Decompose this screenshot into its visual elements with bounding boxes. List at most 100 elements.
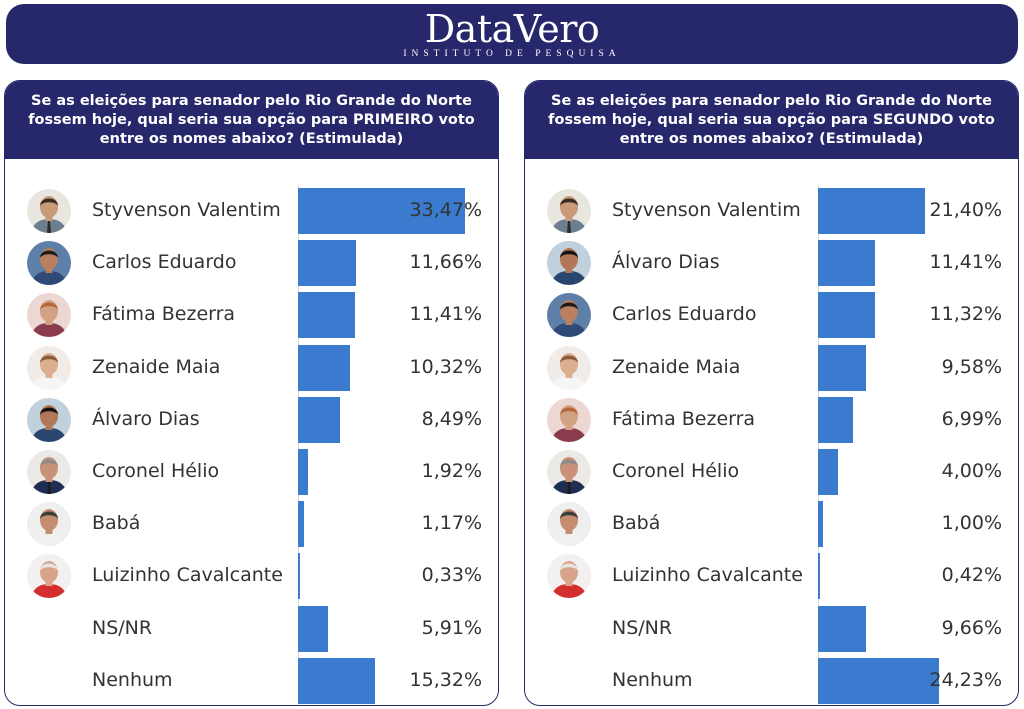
chart-row: Styvenson Valentim 21,40% <box>525 185 1018 237</box>
chart-row: Styvenson Valentim 33,47% <box>5 185 498 237</box>
chart-row: Carlos Eduardo 11,32% <box>525 289 1018 341</box>
category-label: Babá <box>92 512 141 535</box>
category-label: Fátima Bezerra <box>612 407 756 430</box>
bar-track: 9,66% <box>818 603 1018 655</box>
category-label: Styvenson Valentim <box>92 199 281 221</box>
brand-logo: DataVero <box>424 6 600 51</box>
chart-row: Luizinho Cavalcante 0,42% <box>525 550 1018 602</box>
candidate-photo <box>27 189 71 233</box>
bar <box>298 188 466 234</box>
chart-header: Se as eleições para senador pelo Rio Gra… <box>525 81 1018 159</box>
bar-track: 21,40% <box>818 185 1018 237</box>
chart-row: Babá 1,00% <box>525 498 1018 550</box>
candidate-photo <box>547 450 591 494</box>
chart-row: NS/NR 9,66% <box>525 603 1018 655</box>
data-label: 1,92% <box>421 460 482 482</box>
data-label: 11,32% <box>929 303 1002 326</box>
candidate-photo <box>547 241 591 286</box>
candidate-photo <box>27 554 71 599</box>
data-label: 1,17% <box>421 512 482 535</box>
bar-track: 8,49% <box>298 394 498 446</box>
bar <box>818 344 866 391</box>
data-label: 24,23% <box>929 668 1002 691</box>
chart-row: Carlos Eduardo 11,66% <box>5 237 498 289</box>
bar <box>298 240 357 287</box>
bar-track: 0,42% <box>818 550 1018 602</box>
category-label: Styvenson Valentim <box>612 199 801 221</box>
bar-track: 11,66% <box>298 237 498 289</box>
category-label: Álvaro Dias <box>92 407 200 430</box>
brand-banner: DataVero INSTITUTO DE PESQUISA <box>6 4 1018 64</box>
category-label: Coronel Hélio <box>612 460 740 482</box>
data-label: 11,41% <box>929 251 1002 274</box>
category-label: Nenhum <box>92 668 173 691</box>
category-label: Álvaro Dias <box>612 251 720 274</box>
bar <box>818 605 867 652</box>
chart-row: Fátima Bezerra 11,41% <box>5 289 498 341</box>
category-label: Nenhum <box>612 668 693 691</box>
bar-baseline <box>818 185 819 705</box>
bar <box>818 553 821 600</box>
data-label: 10,32% <box>409 355 482 378</box>
data-label: 1,00% <box>941 512 1002 535</box>
category-label: Coronel Hélio <box>92 460 220 482</box>
chart-row: Zenaide Maia 9,58% <box>525 342 1018 394</box>
bar-track: 15,32% <box>298 655 498 705</box>
candidate-photo <box>27 293 71 338</box>
bar <box>818 449 838 495</box>
chart-panel-second-vote: Se as eleições para senador pelo Rio Gra… <box>524 80 1019 706</box>
bar <box>298 292 356 339</box>
candidate-photo <box>27 450 71 494</box>
category-label: Fátima Bezerra <box>92 303 236 326</box>
category-label: Luizinho Cavalcante <box>612 564 803 587</box>
bar <box>818 240 876 287</box>
data-label: 5,91% <box>421 616 482 639</box>
bar-track: 1,00% <box>818 498 1018 550</box>
chart-row: Coronel Hélio 4,00% <box>525 446 1018 498</box>
bar <box>818 501 823 548</box>
chart-title: Se as eleições para senador pelo Rio Gra… <box>28 92 475 147</box>
bar <box>818 657 940 704</box>
data-label: 11,66% <box>409 251 482 274</box>
candidate-photo <box>547 502 591 547</box>
chart-row: Álvaro Dias 8,49% <box>5 394 498 446</box>
bar <box>298 396 341 443</box>
bar <box>298 501 304 548</box>
candidate-photo <box>27 502 71 547</box>
candidate-photo <box>547 293 591 338</box>
bar-track: 1,92% <box>298 446 498 498</box>
category-label: Zenaide Maia <box>92 355 221 378</box>
candidate-photo <box>27 345 71 390</box>
bar-track: 11,32% <box>818 289 1018 341</box>
bar <box>298 657 375 704</box>
candidate-photo <box>547 397 591 442</box>
bar-track: 0,33% <box>298 550 498 602</box>
data-label: 0,42% <box>941 564 1002 587</box>
chart-panel-first-vote: Se as eleições para senador pelo Rio Gra… <box>4 80 499 706</box>
bar-track: 6,99% <box>818 394 1018 446</box>
candidate-photo <box>27 397 71 442</box>
data-label: 9,58% <box>941 355 1002 378</box>
category-label: Carlos Eduardo <box>612 303 757 326</box>
candidate-photo <box>547 345 591 390</box>
bar <box>298 449 308 495</box>
bar-track: 10,32% <box>298 342 498 394</box>
chart-row: Babá 1,17% <box>5 498 498 550</box>
data-label: 15,32% <box>409 668 482 691</box>
bar-track: 11,41% <box>298 289 498 341</box>
data-label: 11,41% <box>409 303 482 326</box>
data-label: 6,99% <box>941 407 1002 430</box>
candidate-photo <box>27 241 71 286</box>
chart-row: Nenhum 24,23% <box>525 655 1018 705</box>
bar <box>298 553 300 600</box>
bar-track: 5,91% <box>298 603 498 655</box>
bar <box>298 344 350 391</box>
chart-row: Fátima Bezerra 6,99% <box>525 394 1018 446</box>
brand-subtitle: INSTITUTO DE PESQUISA <box>403 48 621 59</box>
category-label: Babá <box>612 512 661 535</box>
candidate-photo <box>547 554 591 599</box>
bar <box>818 292 875 339</box>
chart-row: Luizinho Cavalcante 0,33% <box>5 550 498 602</box>
bar-track: 24,23% <box>818 655 1018 705</box>
data-label: 21,40% <box>929 199 1002 221</box>
